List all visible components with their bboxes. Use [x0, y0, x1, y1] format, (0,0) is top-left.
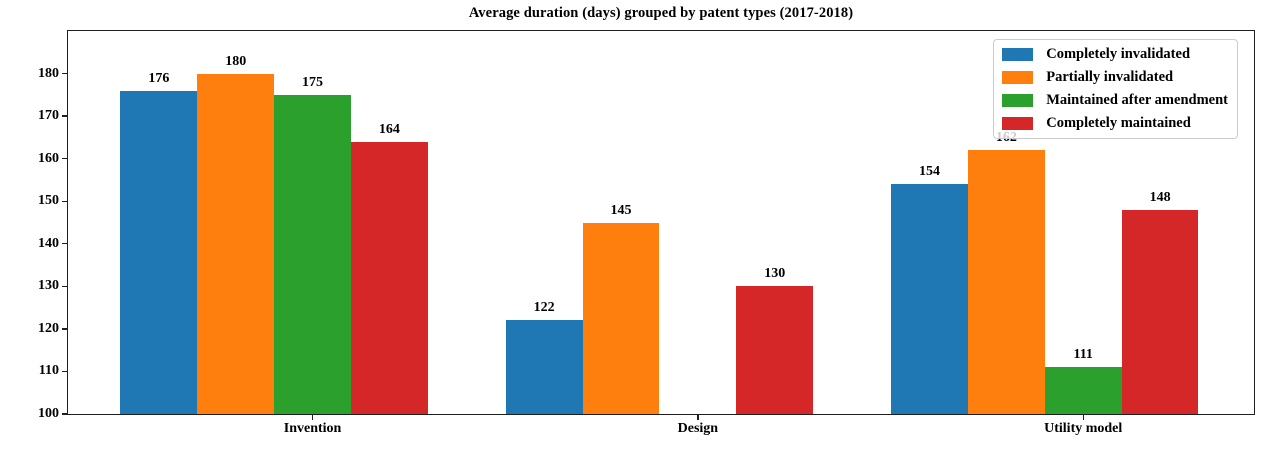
y-tick-label: 140 — [38, 235, 59, 251]
bar-invention-1 — [197, 73, 275, 414]
plot-area: 176180175164122145130154162111148 100110… — [38, 30, 1255, 436]
y-tick-mark — [61, 158, 67, 160]
legend-swatch-icon — [1002, 94, 1034, 107]
bar-design-1 — [582, 222, 660, 414]
y-tick-label: 180 — [38, 65, 59, 81]
y-tick-mark — [61, 370, 67, 373]
y-tick-label: 130 — [38, 278, 59, 294]
x-category-label: Utility model — [1044, 421, 1123, 436]
legend: Completely invalidated Partially invalida… — [993, 39, 1238, 139]
y-tick-mark — [61, 328, 67, 330]
bar-value-label: 111 — [1073, 347, 1093, 363]
legend-item: Completely invalidated — [1002, 46, 1228, 63]
legend-label: Partially invalidated — [1046, 69, 1174, 85]
x-category-label: Invention — [283, 421, 342, 436]
y-tick-label: 120 — [38, 320, 59, 336]
bar-value-label: 176 — [148, 70, 170, 86]
legend-item: Maintained after amendment — [1002, 92, 1228, 109]
y-tick-label: 100 — [38, 406, 59, 421]
y-tick-mark — [61, 243, 67, 245]
x-tick-mark — [697, 415, 699, 421]
bar-value-label: 148 — [1149, 189, 1171, 205]
y-tick-mark — [61, 413, 67, 415]
bar-invention-2 — [274, 94, 351, 414]
y-tick-mark — [61, 115, 67, 117]
bar-design-0 — [505, 320, 583, 414]
bar-invention-3 — [350, 141, 428, 414]
bar-value-label: 145 — [610, 202, 632, 218]
y-tick-label: 110 — [38, 363, 59, 379]
legend-item: Partially invalidated — [1002, 69, 1228, 86]
bar-utility-model-2 — [1044, 367, 1122, 414]
y-tick-mark — [61, 285, 67, 287]
bar-value-label: 122 — [533, 300, 555, 316]
x-tick-mark — [311, 415, 314, 421]
y-tick-mark — [61, 72, 67, 75]
bar-value-label: 154 — [919, 164, 940, 180]
bar-design-3 — [736, 286, 814, 414]
bar-utility-model-0 — [891, 184, 968, 414]
bar-invention-0 — [120, 90, 198, 414]
chart-title: Average duration (days) grouped by paten… — [468, 5, 854, 21]
x-category-label: Design — [677, 421, 719, 436]
y-tick-label: 160 — [38, 150, 59, 166]
x-tick-mark — [1082, 415, 1084, 421]
bar-utility-model-3 — [1121, 209, 1199, 414]
bar-value-label: 130 — [764, 266, 786, 282]
legend-label: Completely invalidated — [1046, 46, 1191, 62]
bar-value-label: 180 — [225, 53, 247, 69]
legend-swatch-icon — [1002, 117, 1034, 130]
y-tick-mark — [61, 200, 67, 202]
y-tick-label: 150 — [38, 193, 59, 209]
legend-item: Completely maintained — [1002, 115, 1228, 132]
bar-value-label: 175 — [302, 74, 324, 90]
legend-label: Maintained after amendment — [1046, 92, 1228, 108]
bar-utility-model-1 — [967, 150, 1045, 414]
legend-swatch-icon — [1002, 71, 1034, 84]
y-tick-label: 170 — [38, 108, 59, 124]
bar-value-label: 164 — [378, 121, 400, 137]
legend-label: Completely maintained — [1046, 115, 1191, 131]
legend-swatch-icon — [1002, 48, 1034, 61]
